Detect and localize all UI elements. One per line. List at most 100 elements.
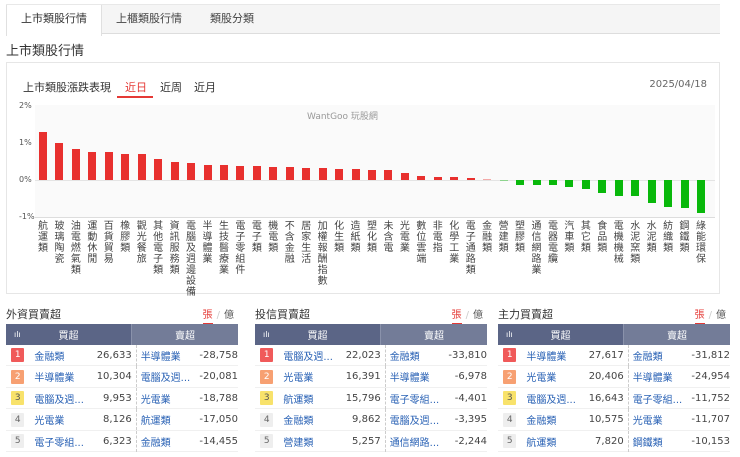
buy-sector-link[interactable]: 光電業 [34, 416, 65, 427]
tab-otc[interactable]: 上櫃類股行情 [116, 12, 182, 25]
unit-lots-button[interactable]: 張 [451, 310, 462, 325]
sell-value: -4,401 [454, 392, 488, 404]
sell-value: -11,752 [691, 392, 731, 404]
buy-sector-link[interactable]: 電腦及週... [34, 394, 84, 406]
bar[interactable] [154, 159, 163, 180]
bar[interactable] [88, 151, 97, 180]
bar[interactable] [236, 165, 245, 180]
unit-100m-button[interactable]: 億 [473, 310, 483, 321]
sell-sector-link[interactable]: 金融類 [632, 351, 663, 363]
bar[interactable] [219, 165, 228, 180]
bar[interactable] [664, 180, 673, 207]
bar[interactable] [697, 180, 705, 214]
sell-sector-link[interactable]: 電子零組... [632, 394, 683, 406]
buy-sector-link[interactable]: 營建類 [283, 437, 314, 449]
bar[interactable] [598, 180, 607, 194]
table-header: ılı 買超 賣超 [498, 324, 730, 345]
table-row: 2 光電業 20,406 半導體業 -24,954 [498, 366, 730, 388]
buy-sector-link[interactable]: 半導體業 [34, 373, 75, 384]
buy-sector-link[interactable]: 電子零組... [34, 437, 84, 449]
bar[interactable] [318, 168, 327, 180]
sell-sector-link[interactable]: 半導體業 [140, 351, 181, 363]
bar[interactable] [104, 152, 113, 180]
bar[interactable] [285, 167, 294, 180]
sell-sector-link[interactable]: 金融類 [389, 351, 420, 363]
sell-sector-link[interactable]: 電子零組... [389, 394, 440, 406]
sell-sector-link[interactable]: 通信網路... [389, 437, 440, 449]
rank-badge: 1 [260, 348, 274, 362]
table-title: 外資買賣超 [6, 308, 61, 321]
bar[interactable] [302, 167, 311, 180]
sell-sector-link[interactable]: 航運類 [140, 416, 171, 427]
buy-sector-link[interactable]: 航運類 [526, 437, 557, 449]
buy-sector-link[interactable]: 電腦及週... [526, 394, 576, 406]
table-row: 5 航運類 7,820 鋼鐵類 -10,153 [498, 430, 730, 452]
bar[interactable] [252, 166, 261, 180]
market-tabs: 上市類股行情 上櫃類股行情 類股分類 [6, 4, 360, 36]
unit-100m-button[interactable]: 億 [716, 310, 726, 321]
unit-toggle: 張 / 億 [694, 306, 726, 325]
bar[interactable] [71, 148, 80, 180]
bar[interactable] [400, 173, 409, 180]
x-axis-label: 電器電纜 [547, 221, 558, 265]
x-axis-label: 電機機械 [613, 221, 624, 265]
bar[interactable] [647, 180, 656, 203]
unit-lots-button[interactable]: 張 [202, 310, 213, 325]
sell-sector-link[interactable]: 鋼鐵類 [632, 437, 663, 449]
bar[interactable] [55, 143, 64, 180]
bar[interactable] [170, 161, 179, 180]
bar[interactable] [466, 178, 475, 180]
buy-sector-link[interactable]: 半導體業 [526, 351, 567, 363]
buy-sector-link[interactable]: 航運類 [283, 394, 314, 406]
bar[interactable] [121, 153, 130, 180]
bar[interactable] [680, 180, 689, 209]
tab-listed[interactable]: 上市類股行情 [6, 5, 102, 36]
sell-sector-link[interactable]: 金融類 [140, 437, 171, 449]
sell-sector-link[interactable]: 電腦及週... [389, 416, 440, 427]
bar[interactable] [450, 177, 459, 180]
tab-period-month[interactable]: 近月 [194, 81, 216, 94]
buy-sector-link[interactable]: 電腦及週... [283, 351, 333, 363]
sell-value: -18,788 [199, 392, 239, 404]
bar[interactable] [548, 180, 557, 185]
column-divider [135, 366, 137, 387]
bar[interactable] [417, 176, 426, 180]
bar[interactable] [433, 177, 442, 180]
unit-100m-button[interactable]: 億 [224, 310, 234, 321]
tab-categories[interactable]: 類股分類 [210, 12, 254, 25]
x-axis-label: 其他電子類 [153, 221, 164, 276]
tab-period-week[interactable]: 近周 [160, 81, 182, 94]
bar[interactable] [532, 180, 541, 185]
unit-lots-button[interactable]: 張 [694, 310, 705, 325]
x-axis-label: 資訊服務類 [169, 221, 180, 276]
bar[interactable] [565, 180, 574, 188]
buy-sector-link[interactable]: 金融類 [34, 351, 65, 363]
bar[interactable] [187, 162, 196, 180]
bar[interactable] [483, 179, 492, 180]
bar[interactable] [384, 169, 393, 180]
sell-sector-link[interactable]: 半導體業 [389, 373, 430, 384]
sell-sector-link[interactable]: 電腦及週... [140, 373, 191, 384]
bar[interactable] [581, 180, 590, 189]
y-tick: 2% [19, 101, 32, 110]
bar[interactable] [39, 131, 47, 180]
buy-sector-link[interactable]: 光電業 [283, 373, 314, 384]
bar[interactable] [351, 168, 360, 180]
sell-sector-link[interactable]: 光電業 [140, 394, 171, 406]
sell-sector-link[interactable]: 光電業 [632, 416, 663, 427]
bar[interactable] [335, 168, 344, 180]
buy-sector-link[interactable]: 金融類 [526, 416, 557, 427]
bar[interactable] [614, 180, 623, 196]
buy-sector-link[interactable]: 金融類 [283, 416, 314, 427]
buy-value: 22,023 [345, 349, 381, 361]
bar[interactable] [499, 180, 508, 181]
bar[interactable] [137, 154, 146, 180]
bar[interactable] [631, 180, 640, 196]
bar[interactable] [368, 169, 376, 180]
bar[interactable] [516, 180, 525, 185]
bar[interactable] [269, 166, 278, 180]
buy-sector-link[interactable]: 光電業 [526, 373, 557, 384]
tab-period-day[interactable]: 近日 [125, 81, 147, 94]
bar[interactable] [203, 165, 212, 180]
sell-sector-link[interactable]: 半導體業 [632, 373, 673, 384]
